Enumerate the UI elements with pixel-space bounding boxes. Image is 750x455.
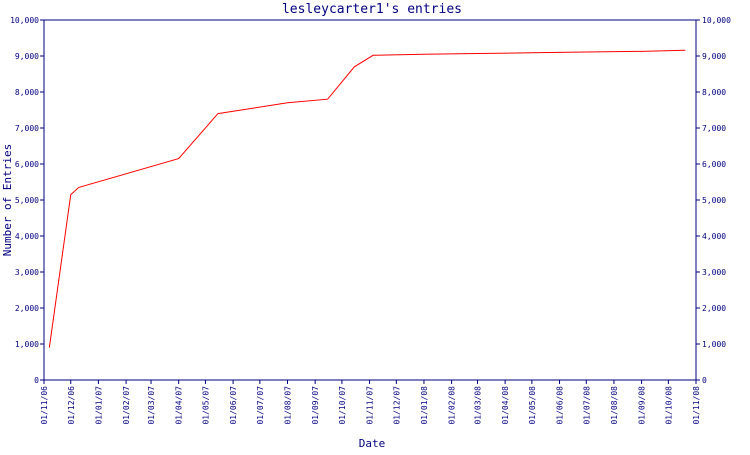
- chart-title: lesleycarter1's entries: [282, 2, 462, 17]
- y-tick-label-left: 4,000: [15, 232, 39, 241]
- x-tick-label: 01/11/07: [366, 386, 375, 425]
- x-tick-label: 01/03/07: [147, 386, 156, 425]
- x-axis-label: Date: [359, 437, 386, 450]
- y-tick-label-right: 9,000: [702, 52, 726, 61]
- axes: [43, 19, 697, 381]
- x-tick-label: 01/06/07: [229, 386, 238, 425]
- y-axis-label: Number of Entries: [1, 144, 14, 257]
- y-ticks-left: 0 1,000 2,000 3,000 4,000 5,000 6,000 7,000 8,00…: [10, 16, 44, 385]
- y-tick-label-right: 2,000: [702, 304, 726, 313]
- y-tick-label-right: 0: [702, 376, 707, 385]
- y-tick-label-left: 9,000: [15, 52, 39, 61]
- x-tick-label: 01/11/06: [40, 386, 49, 425]
- plot-frame: [43, 19, 697, 381]
- x-tick-label: 01/01/08: [420, 386, 429, 425]
- x-tick-label: 01/05/07: [201, 386, 210, 425]
- y-tick-label-left: 7,000: [15, 124, 39, 133]
- x-tick-label: 01/01/07: [94, 386, 103, 425]
- x-tick-label: 01/06/08: [556, 386, 565, 425]
- x-tick-label: 01/08/08: [610, 386, 619, 425]
- y-tick-label-left: 6,000: [15, 160, 39, 169]
- series: [48, 49, 686, 348]
- y-tick-label-left: 8,000: [15, 88, 39, 97]
- x-tick-label: 01/05/08: [528, 386, 537, 425]
- x-tick-label: 01/09/07: [311, 386, 320, 425]
- y-tick-label-right: 4,000: [702, 232, 726, 241]
- y-tick-label-left: 5,000: [15, 196, 39, 205]
- y-tick-label-left: 1,000: [15, 340, 39, 349]
- x-tick-label: 01/11/08: [692, 386, 701, 425]
- x-tick-label: 01/03/08: [473, 386, 482, 425]
- series-line: [48, 49, 686, 348]
- y-tick-label-left: 3,000: [15, 268, 39, 277]
- x-tick-label: 01/02/08: [448, 386, 457, 425]
- x-tick-label: 01/08/07: [283, 386, 292, 425]
- y-tick-label-right: 3,000: [702, 268, 726, 277]
- x-tick-label: 01/07/08: [582, 386, 591, 425]
- y-tick-label-left: 10,000: [10, 16, 39, 25]
- x-tick-label: 01/12/06: [67, 386, 76, 425]
- x-tick-label: 01/02/07: [122, 386, 131, 425]
- y-tick-label-right: 7,000: [702, 124, 726, 133]
- x-tick-label: 01/12/07: [392, 386, 401, 425]
- y-tick-label-right: 1,000: [702, 340, 726, 349]
- x-tick-label: 01/10/07: [338, 386, 347, 425]
- x-tick-label: 01/04/08: [501, 386, 510, 425]
- y-tick-label-right: 5,000: [702, 196, 726, 205]
- y-tick-label-right: 8,000: [702, 88, 726, 97]
- x-ticks: 01/11/06 01/12/06 01/01/07 01/02/07 01/03/07…: [40, 380, 701, 425]
- y-ticks-right: 0 1,000 2,000 3,000 4,000 5,000 6,000 7,000 8,00…: [696, 16, 731, 385]
- y-tick-label-right: 6,000: [702, 160, 726, 169]
- y-tick-label-left: 2,000: [15, 304, 39, 313]
- x-tick-label: 01/10/08: [664, 386, 673, 425]
- x-tick-label: 01/09/08: [638, 386, 647, 425]
- y-tick-label-left: 0: [34, 376, 39, 385]
- x-tick-label: 01/07/07: [256, 386, 265, 425]
- y-tick-label-right: 10,000: [702, 16, 731, 25]
- x-tick-label: 01/04/07: [175, 386, 184, 425]
